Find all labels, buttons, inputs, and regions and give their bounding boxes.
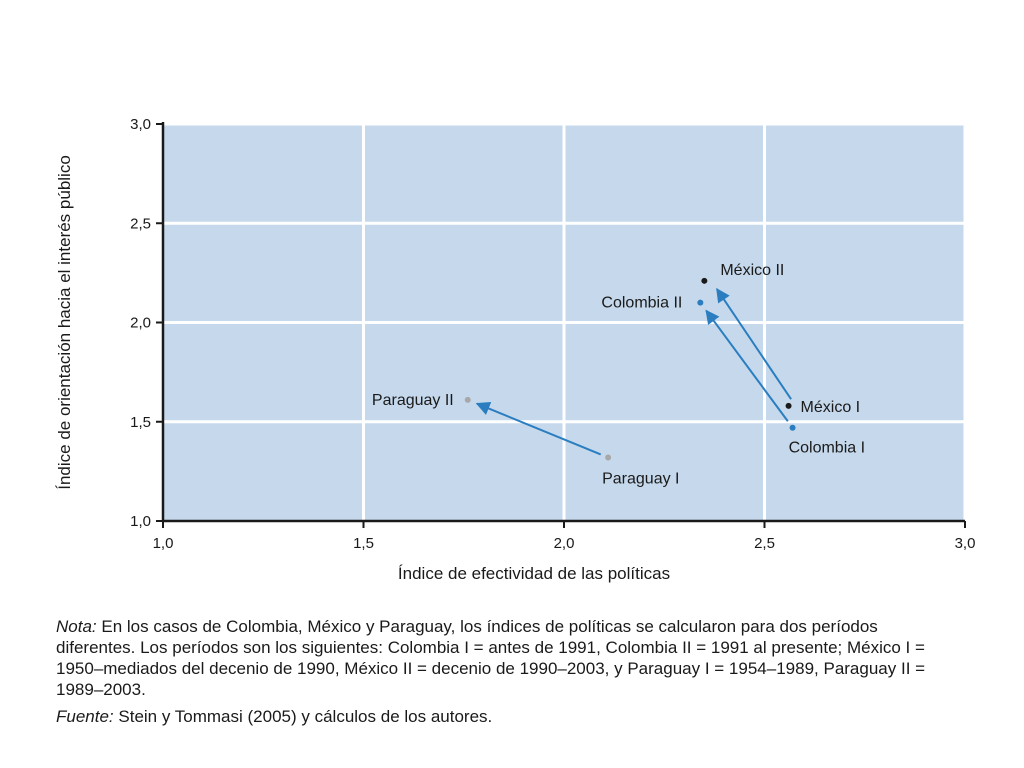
- movement-arrows: [475, 287, 792, 456]
- label-paraguay-i: Paraguay I: [602, 470, 679, 487]
- point-mexico-ii: [701, 277, 708, 284]
- note-block: Nota: En los casos de Colombia, México y…: [56, 616, 956, 727]
- arrow-paraguay-i: [475, 402, 602, 456]
- axes: 1,0 1,5 2,0 2,5 3,0 1,0 1,5 2,0 2,5 3,0: [130, 116, 975, 552]
- label-mexico-ii: México II: [720, 262, 784, 279]
- note-text: En los casos de Colombia, México y Parag…: [56, 617, 926, 699]
- y-tick-label: 2,0: [130, 315, 151, 332]
- arrow-colombia-i: [705, 309, 789, 422]
- point-colombia-ii: [697, 299, 704, 306]
- y-tick-label: 3,0: [130, 116, 151, 133]
- data-points: [464, 277, 796, 461]
- note-paragraph: Nota: En los casos de Colombia, México y…: [56, 616, 956, 700]
- grid-lines: [163, 122, 967, 521]
- x-tick-label: 1,5: [353, 535, 374, 552]
- policy-index-scatter-chart: 1,0 1,5 2,0 2,5 3,0 1,0 1,5 2,0 2,5 3,0 Paraguay …: [55, 116, 975, 583]
- note-label: Nota:: [56, 617, 97, 636]
- y-tick-label: 1,5: [130, 414, 151, 431]
- point-colombia-i: [789, 424, 796, 431]
- point-paraguay-i: [605, 454, 612, 461]
- source-paragraph: Fuente: Stein y Tommasi (2005) y cálculo…: [56, 706, 956, 727]
- y-axis-label: Índice de orientación hacia el interés p…: [55, 155, 74, 490]
- point-paraguay-ii: [464, 396, 471, 403]
- label-paraguay-ii: Paraguay II: [372, 392, 454, 409]
- point-mexico-i: [785, 402, 792, 409]
- x-tick-label: 2,5: [754, 535, 775, 552]
- x-axis-label: Índice de efectividad de las políticas: [398, 564, 670, 583]
- y-tick-label: 2,5: [130, 215, 151, 232]
- y-tick-label: 1,0: [130, 513, 151, 530]
- label-mexico-i: México I: [801, 399, 861, 416]
- label-colombia-i: Colombia I: [789, 440, 865, 457]
- point-labels: Paraguay I Paraguay II México I México II Co…: [372, 262, 865, 488]
- label-colombia-ii: Colombia II: [601, 295, 682, 312]
- x-tick-label: 2,0: [554, 535, 575, 552]
- source-label: Fuente:: [56, 707, 114, 726]
- arrow-mexico-i: [716, 287, 792, 400]
- x-tick-label: 1,0: [153, 535, 174, 552]
- x-tick-label: 3,0: [955, 535, 976, 552]
- source-text: Stein y Tommasi (2005) y cálculos de los…: [118, 707, 493, 726]
